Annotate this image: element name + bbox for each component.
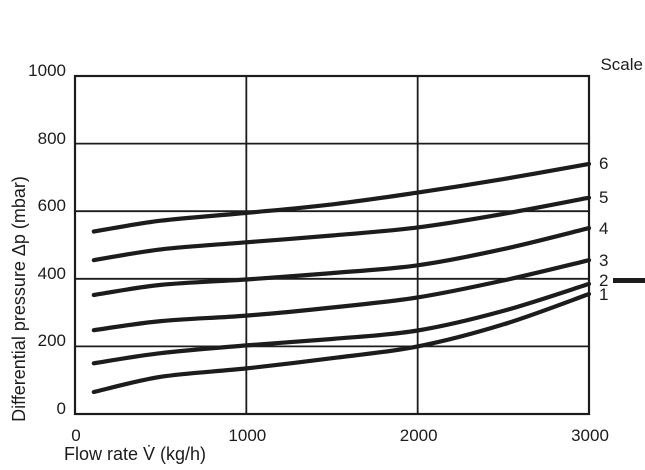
y-tick-label-600: 600 — [37, 196, 66, 216]
curve-label-3: 3 — [599, 250, 609, 270]
y-tick-label-200: 200 — [37, 331, 66, 351]
curve-2 — [91, 281, 592, 366]
x-tick-label-0: 0 — [71, 426, 81, 445]
scale-legend-title: Scale — [600, 55, 643, 74]
curve-3 — [91, 258, 592, 333]
curve-label-5: 5 — [599, 188, 609, 208]
x-tick-label-3000: 3000 — [571, 426, 609, 445]
y-tick-label-800: 800 — [37, 128, 66, 148]
x-axis-title: Flow rate V̇ (kg/h) — [64, 444, 207, 464]
y-tick-label-1000: 1000 — [28, 61, 66, 80]
curve-label-1: 1 — [599, 284, 609, 304]
y-tick-label-0: 0 — [56, 399, 66, 418]
curve-4 — [91, 226, 592, 298]
curve-6 — [91, 161, 592, 234]
curve-5 — [91, 195, 592, 263]
x-tick-label-2000: 2000 — [399, 426, 438, 445]
curve-label-6: 6 — [599, 154, 609, 174]
plot-border — [73, 74, 591, 416]
x-tick-label-1000: 1000 — [228, 426, 267, 445]
curve-1 — [91, 291, 592, 395]
curve-label-4: 4 — [599, 218, 609, 238]
scale-2-indicator-dash — [613, 278, 645, 283]
curve-label-2: 2 — [599, 270, 609, 290]
y-tick-label-400: 400 — [37, 263, 66, 283]
